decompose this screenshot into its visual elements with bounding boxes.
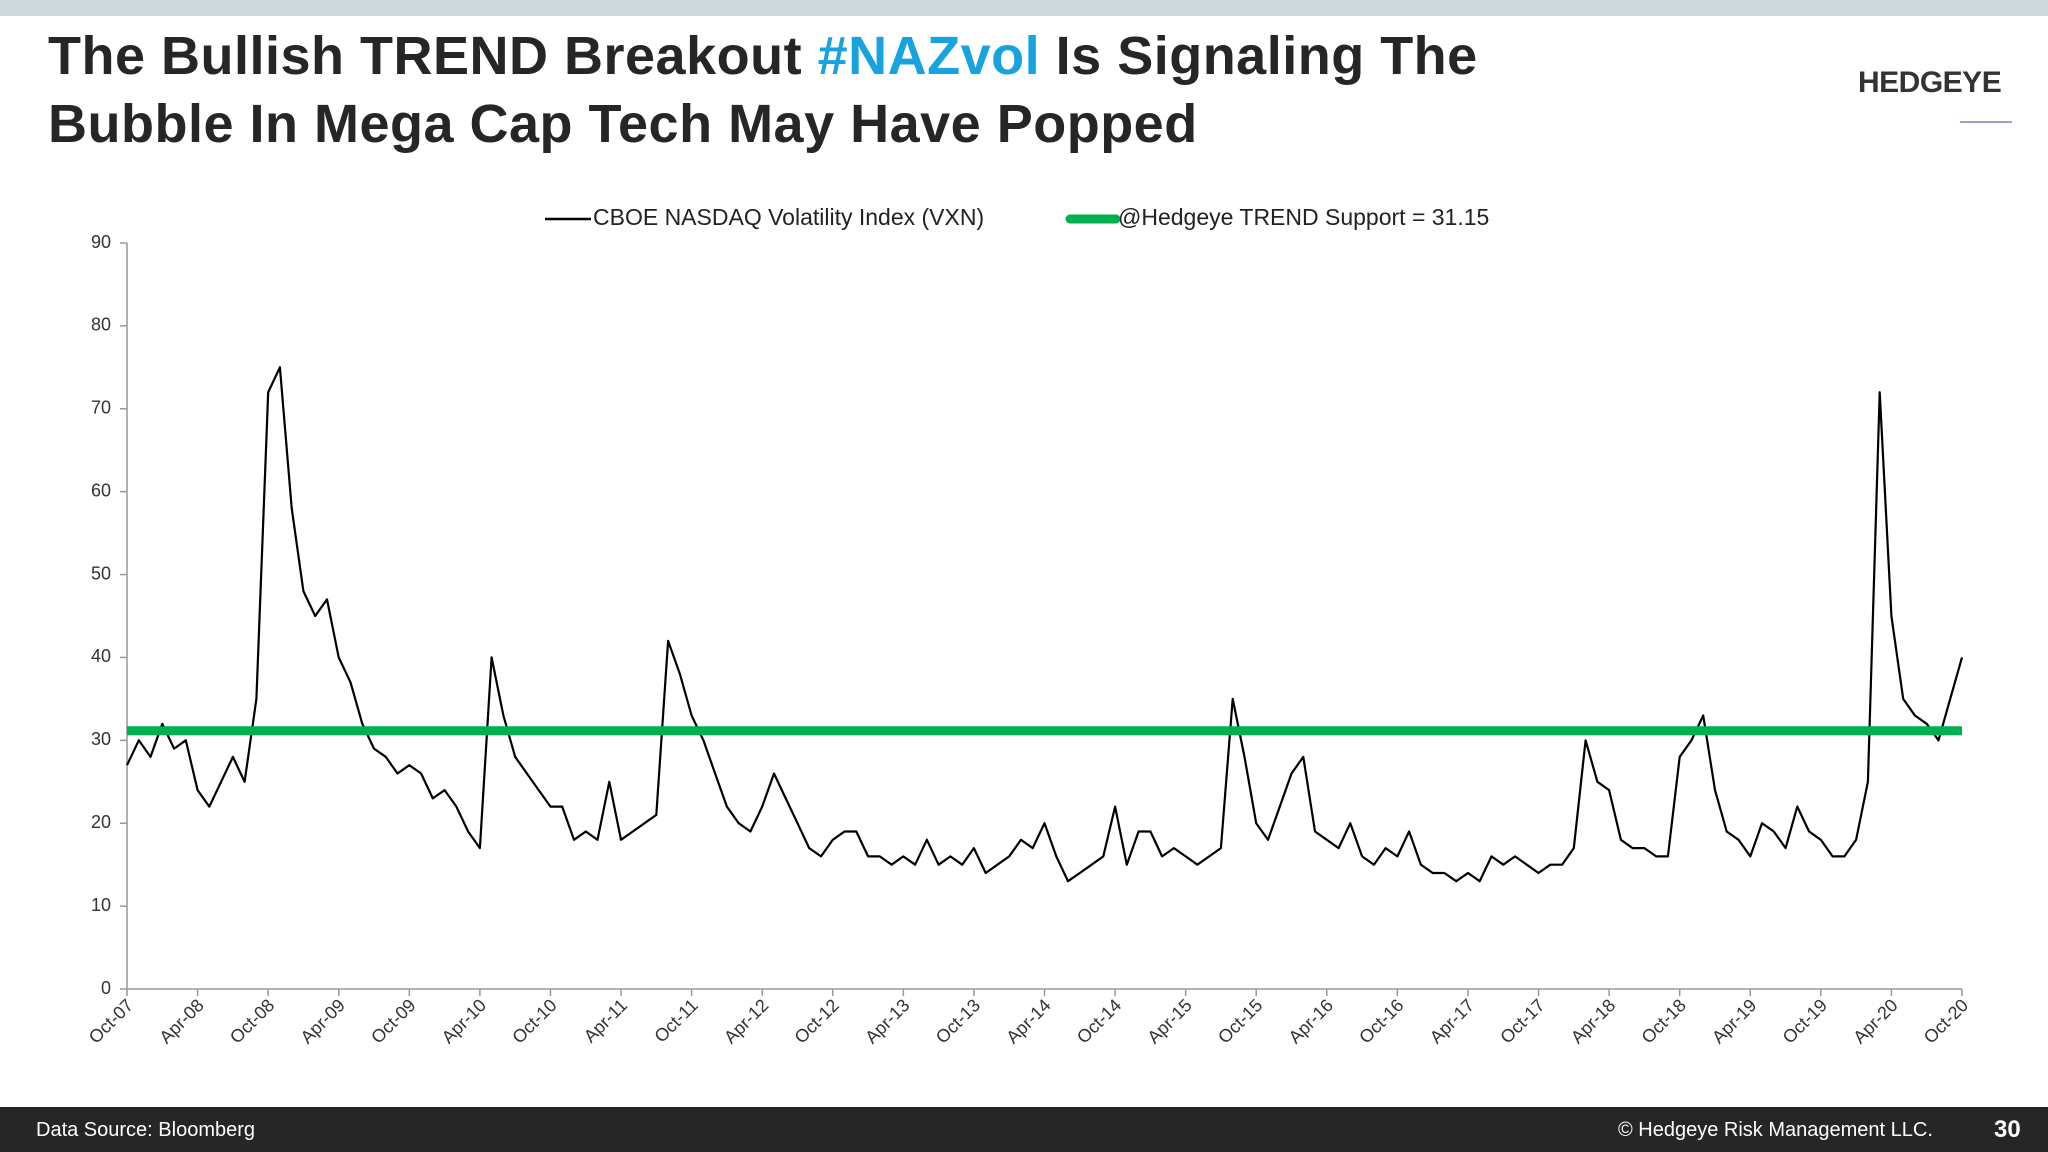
x-tick-label: Apr-11 xyxy=(580,995,631,1046)
slide-title: The Bullish TREND Breakout #NAZvol Is Si… xyxy=(48,22,1478,158)
x-tick-label: Apr-18 xyxy=(1567,995,1619,1047)
y-tick-label: 50 xyxy=(91,563,111,583)
y-tick-label: 40 xyxy=(91,646,111,666)
x-tick-label: Oct-18 xyxy=(1638,995,1690,1047)
y-tick-label: 60 xyxy=(91,480,111,500)
x-tick-label: Oct-13 xyxy=(932,995,984,1047)
page-number: 30 xyxy=(1994,1116,2021,1143)
title-part: The Bullish TREND Breakout xyxy=(48,26,803,86)
title-part: Is Signaling The xyxy=(1055,26,1478,86)
y-tick-label: 0 xyxy=(101,978,111,998)
y-tick-label: 70 xyxy=(91,398,111,418)
x-tick-label: Apr-08 xyxy=(155,995,207,1047)
x-tick-label: Apr-14 xyxy=(1002,995,1054,1047)
x-tick-label: Oct-19 xyxy=(1779,995,1831,1047)
chart: 0 10 20 30 40 50 60 70 80 90 Oct-07 Apr-08 Oct-08 Apr… xyxy=(85,204,1972,1047)
x-tick-label: Oct-12 xyxy=(791,995,843,1047)
title-highlight: #NAZvol xyxy=(817,26,1041,86)
x-tick-label: Oct-10 xyxy=(508,995,560,1047)
y-tick-label: 90 xyxy=(91,232,111,252)
x-tick-label: Oct-08 xyxy=(226,995,278,1047)
x-tick-label: Oct-07 xyxy=(85,995,137,1047)
x-tick-label: Oct-16 xyxy=(1355,995,1407,1047)
x-tick-label: Oct-14 xyxy=(1073,995,1125,1047)
logo: HEDGEYE xyxy=(1858,66,2002,99)
x-tick-label: Apr-13 xyxy=(861,995,913,1047)
data-source: Data Source: Bloomberg xyxy=(36,1119,256,1141)
x-tick-label: Oct-11 xyxy=(650,995,701,1046)
legend-label: CBOE NASDAQ Volatility Index (VXN) xyxy=(593,204,984,230)
x-tick-label: Apr-16 xyxy=(1285,995,1337,1047)
x-tick-label: Apr-19 xyxy=(1708,995,1760,1047)
x-tick-label: Apr-17 xyxy=(1426,995,1478,1047)
y-tick-label: 20 xyxy=(91,812,111,832)
x-tick-label: Apr-20 xyxy=(1849,995,1901,1047)
legend-label: @Hedgeye TREND Support = 31.15 xyxy=(1118,204,1489,230)
y-tick-label: 80 xyxy=(91,315,111,335)
x-tick-label: Apr-12 xyxy=(720,995,772,1047)
vxn-line xyxy=(126,366,1964,883)
x-tick-label: Apr-15 xyxy=(1143,995,1195,1047)
footer: Data Source: Bloomberg © Hedgeye Risk Ma… xyxy=(0,1107,2048,1152)
logo-underline xyxy=(1960,121,2012,123)
copyright: © Hedgeye Risk Management LLC. xyxy=(1618,1119,1933,1141)
x-tick-label: Oct-09 xyxy=(367,995,419,1047)
y-tick-label: 30 xyxy=(91,729,111,749)
x-tick-label: Oct-17 xyxy=(1496,995,1548,1047)
top-bar xyxy=(0,0,2048,16)
x-tick-label: Oct-15 xyxy=(1214,995,1266,1047)
x-tick-label: Apr-09 xyxy=(297,995,349,1047)
x-tick-label: Oct-20 xyxy=(1920,995,1972,1047)
title-part: Bubble In Mega Cap Tech May Have Popped xyxy=(48,94,1198,154)
x-tick-label: Apr-10 xyxy=(438,995,490,1047)
y-tick-label: 10 xyxy=(91,895,111,915)
